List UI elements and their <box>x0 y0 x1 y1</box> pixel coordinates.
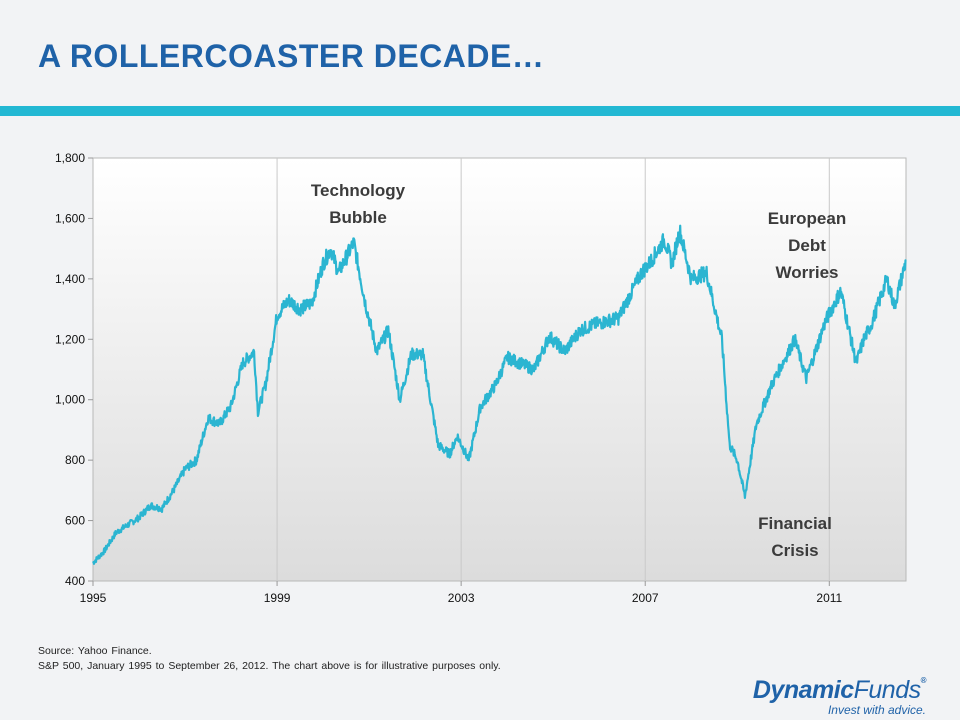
series-line <box>92 224 907 565</box>
y-tick-label: 1,400 <box>55 272 85 286</box>
annotation-line: Technology <box>311 181 406 200</box>
footnote-text: S&P 500, January 1995 to September 26, 2… <box>38 660 501 672</box>
gridlines <box>276 158 830 581</box>
y-tick-label: 1,000 <box>55 393 85 407</box>
x-tick-label: 1999 <box>264 591 291 605</box>
title-underline-bar <box>0 106 960 116</box>
annotation-technology-bubble: Technology Bubble <box>311 181 406 227</box>
slide-title: A ROLLERCOASTER DECADE… <box>38 38 545 74</box>
annotations: Technology Bubble European Debt Worries Finan… <box>311 181 846 560</box>
x-tick-label: 2007 <box>632 591 659 605</box>
annotation-line: European <box>768 209 846 228</box>
x-tick-label: 2011 <box>816 591 842 605</box>
y-tick-label: 1,200 <box>55 332 85 346</box>
y-tick-label: 400 <box>65 574 85 588</box>
y-axis: 1,800 1,600 1,400 1,200 1,000 800 600 400 <box>55 151 93 588</box>
annotation-financial-crisis: Financial Crisis <box>758 514 832 560</box>
y-tick-label: 1,800 <box>55 151 85 165</box>
y-tick-label: 1,600 <box>55 211 85 225</box>
annotation-line: Debt <box>788 236 826 255</box>
annotation-european-debt-worries: European Debt Worries <box>768 209 846 282</box>
annotation-line: Crisis <box>771 541 818 560</box>
source-text: Source: Yahoo Finance. <box>38 645 152 657</box>
logo-registered-mark: ® <box>920 676 927 685</box>
annotation-line: Financial <box>758 514 832 533</box>
x-axis: 1995 1999 2003 2007 2011 <box>80 581 843 605</box>
annotation-line: Worries <box>776 263 839 282</box>
y-tick-label: 600 <box>65 514 85 528</box>
logo-tagline: Invest with advice. <box>827 703 926 717</box>
logo-wordmark: DynamicFunds® <box>752 676 927 705</box>
dynamic-funds-logo: DynamicFunds® Invest with advice. <box>753 676 940 718</box>
plot-area <box>92 157 907 582</box>
y-tick-label: 800 <box>65 453 85 467</box>
x-tick-label: 1995 <box>80 591 107 605</box>
logo-brand-thin: Funds <box>853 676 921 704</box>
logo-brand-bold: Dynamic <box>752 676 854 704</box>
x-tick-label: 2003 <box>448 591 475 605</box>
annotation-line: Bubble <box>329 208 387 227</box>
series-group <box>92 224 907 565</box>
